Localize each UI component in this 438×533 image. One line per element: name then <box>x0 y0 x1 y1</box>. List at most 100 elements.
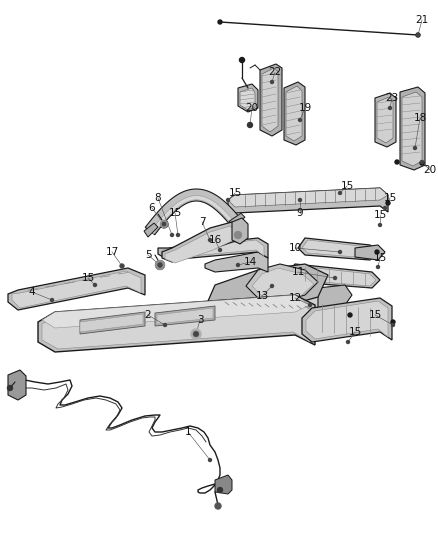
Circle shape <box>413 147 417 149</box>
Circle shape <box>420 161 424 165</box>
Text: 2: 2 <box>145 310 151 320</box>
Circle shape <box>271 285 273 287</box>
Circle shape <box>218 20 222 24</box>
Text: 8: 8 <box>155 193 161 203</box>
Polygon shape <box>318 285 352 308</box>
Text: 15: 15 <box>228 188 242 198</box>
Circle shape <box>159 263 162 266</box>
Polygon shape <box>375 93 396 147</box>
Circle shape <box>248 124 251 126</box>
Text: 21: 21 <box>415 15 429 25</box>
Circle shape <box>417 34 420 36</box>
Circle shape <box>377 265 379 269</box>
Polygon shape <box>205 252 268 272</box>
Polygon shape <box>228 188 388 207</box>
Polygon shape <box>260 64 282 136</box>
Polygon shape <box>292 266 376 286</box>
Polygon shape <box>38 295 315 352</box>
Circle shape <box>226 198 230 201</box>
Polygon shape <box>42 295 310 328</box>
Polygon shape <box>229 213 245 225</box>
Polygon shape <box>8 268 145 310</box>
Polygon shape <box>270 288 345 324</box>
Polygon shape <box>215 475 232 494</box>
Circle shape <box>7 385 13 391</box>
Polygon shape <box>302 298 392 342</box>
Polygon shape <box>144 223 158 237</box>
Circle shape <box>271 80 273 84</box>
Polygon shape <box>252 268 314 300</box>
Circle shape <box>420 160 424 164</box>
Polygon shape <box>12 271 141 308</box>
Polygon shape <box>306 301 388 339</box>
Text: 3: 3 <box>197 315 203 325</box>
Circle shape <box>191 329 201 339</box>
Polygon shape <box>284 82 305 145</box>
Polygon shape <box>287 264 380 288</box>
Polygon shape <box>232 218 248 244</box>
Text: 16: 16 <box>208 235 222 245</box>
Circle shape <box>395 160 399 164</box>
Circle shape <box>194 333 198 335</box>
Polygon shape <box>205 270 280 318</box>
Text: 6: 6 <box>148 203 155 213</box>
Text: 4: 4 <box>28 287 35 297</box>
Circle shape <box>219 248 222 252</box>
Circle shape <box>384 206 386 209</box>
Text: 15: 15 <box>348 327 362 337</box>
Text: 15: 15 <box>81 273 95 283</box>
Text: 15: 15 <box>340 181 353 191</box>
Circle shape <box>218 488 223 492</box>
Polygon shape <box>377 97 393 143</box>
Polygon shape <box>275 292 340 320</box>
Circle shape <box>378 223 381 227</box>
Polygon shape <box>228 188 388 213</box>
Circle shape <box>339 251 342 254</box>
Circle shape <box>162 222 166 225</box>
Polygon shape <box>162 222 238 262</box>
Text: 15: 15 <box>168 208 182 218</box>
Polygon shape <box>262 68 278 132</box>
Circle shape <box>120 264 124 268</box>
Circle shape <box>386 201 390 205</box>
Polygon shape <box>258 264 328 308</box>
Polygon shape <box>42 298 310 349</box>
Polygon shape <box>158 238 268 260</box>
Circle shape <box>93 284 96 287</box>
Polygon shape <box>355 245 385 260</box>
Circle shape <box>208 238 212 241</box>
Polygon shape <box>302 240 374 258</box>
Circle shape <box>237 263 240 266</box>
Circle shape <box>299 118 301 122</box>
Polygon shape <box>400 87 425 170</box>
Polygon shape <box>165 226 234 263</box>
Text: 15: 15 <box>368 310 381 320</box>
Text: 15: 15 <box>373 210 387 220</box>
Text: 13: 13 <box>255 291 268 301</box>
Polygon shape <box>298 238 378 260</box>
Text: 10: 10 <box>289 243 301 253</box>
Polygon shape <box>145 189 240 235</box>
Text: 12: 12 <box>288 293 302 303</box>
Circle shape <box>194 332 198 336</box>
Circle shape <box>170 233 173 237</box>
Circle shape <box>416 33 420 37</box>
Text: 18: 18 <box>413 113 427 123</box>
Circle shape <box>155 261 165 270</box>
Text: 7: 7 <box>199 217 205 227</box>
Circle shape <box>50 298 53 302</box>
Circle shape <box>247 123 252 127</box>
Circle shape <box>391 320 395 324</box>
Polygon shape <box>8 370 26 400</box>
Circle shape <box>339 191 342 195</box>
Text: 20: 20 <box>245 103 258 113</box>
Text: 22: 22 <box>268 67 282 77</box>
Polygon shape <box>80 314 143 332</box>
Circle shape <box>389 107 392 109</box>
Circle shape <box>234 231 241 238</box>
Circle shape <box>215 503 221 509</box>
Circle shape <box>208 458 212 462</box>
Circle shape <box>392 324 395 327</box>
Text: 15: 15 <box>373 253 387 263</box>
Circle shape <box>120 264 124 268</box>
